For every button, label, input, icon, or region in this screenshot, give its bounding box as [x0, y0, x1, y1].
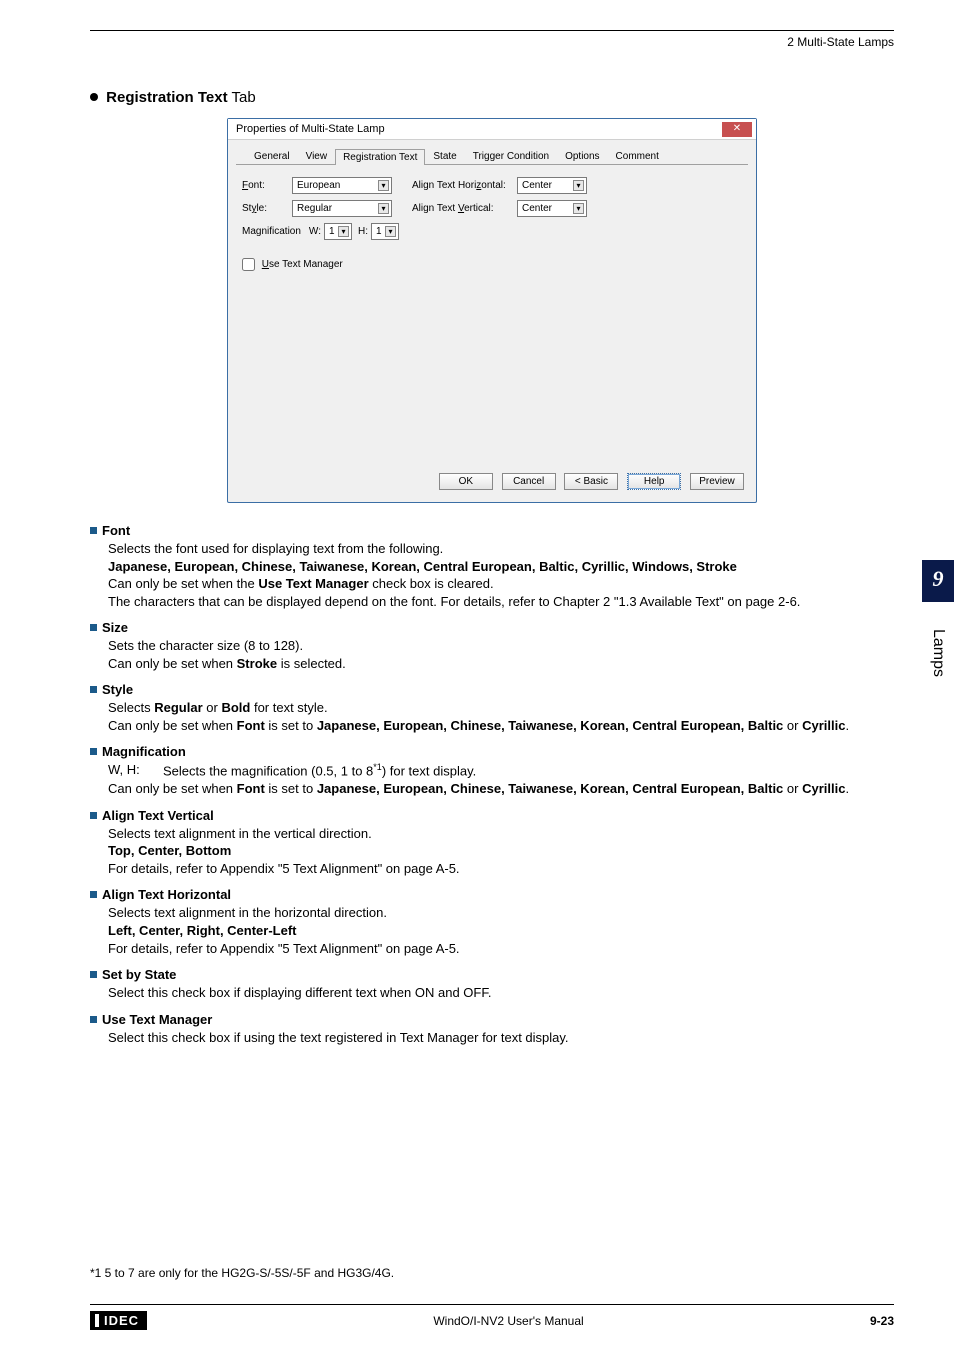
doc-size-title: Size	[102, 620, 128, 635]
align-horizontal-select[interactable]: Center▾	[517, 177, 587, 194]
manual-title: WindO/I-NV2 User's Manual	[433, 1314, 583, 1328]
doc-text: For details, refer to Appendix "5 Text A…	[108, 940, 894, 958]
mag-h-select[interactable]: 1▾	[371, 223, 399, 240]
dialog-title: Properties of Multi-State Lamp ✕	[228, 119, 756, 140]
font-label: Font:	[242, 180, 292, 191]
doc-text: Select this check box if displaying diff…	[108, 984, 894, 1002]
font-select[interactable]: European▾	[292, 177, 392, 194]
chevron-down-icon: ▾	[378, 180, 389, 191]
mag-w-label: W:	[309, 226, 321, 237]
tab-heading: Registration Text Tab	[90, 89, 894, 106]
tab-registration-text[interactable]: Registration Text	[335, 149, 425, 165]
doc-text: Left, Center, Right, Center-Left	[108, 922, 894, 940]
doc-style-title: Style	[102, 682, 133, 697]
doc-text: For details, refer to Appendix "5 Text A…	[108, 860, 894, 878]
chevron-down-icon: ▾	[573, 180, 584, 191]
tab-state[interactable]: State	[425, 148, 464, 164]
doc-text: W, H: Selects the magnification (0.5, 1 …	[108, 761, 894, 780]
mag-w-select[interactable]: 1▾	[324, 223, 352, 240]
align-vertical-select[interactable]: Center▾	[517, 200, 587, 217]
doc-font-title: Font	[102, 523, 130, 538]
doc-text: Selects Regular or Bold for text style.	[108, 699, 894, 717]
help-button[interactable]: Help	[627, 473, 681, 490]
style-select[interactable]: Regular▾	[292, 200, 392, 217]
side-tab: 9 Lamps	[922, 560, 954, 698]
tab-general[interactable]: General	[246, 148, 298, 164]
use-text-manager-label: Use Text Manager	[262, 259, 343, 270]
tab-view[interactable]: View	[298, 148, 336, 164]
properties-dialog: Properties of Multi-State Lamp ✕ General…	[227, 118, 757, 503]
doc-text: Selects the font used for displaying tex…	[108, 540, 894, 558]
style-label: Style:	[242, 203, 292, 214]
chapter-number: 9	[922, 560, 954, 602]
header-section: 2 Multi-State Lamps	[90, 35, 894, 49]
doc-mag-title: Magnification	[102, 744, 186, 759]
ok-button[interactable]: OK	[439, 473, 493, 490]
doc-text: Can only be set when Stroke is selected.	[108, 655, 894, 673]
tab-options[interactable]: Options	[557, 148, 607, 164]
tab-comment[interactable]: Comment	[608, 148, 667, 164]
doc-text: Can only be set when Font is set to Japa…	[108, 780, 894, 798]
close-icon[interactable]: ✕	[722, 122, 752, 137]
magnification-label: Magnification	[242, 226, 301, 237]
chevron-down-icon: ▾	[378, 203, 389, 214]
doc-text: Sets the character size (8 to 128).	[108, 637, 894, 655]
doc-text: Selects text alignment in the vertical d…	[108, 825, 894, 843]
chapter-name: Lamps	[929, 608, 947, 698]
use-text-manager-checkbox[interactable]	[242, 258, 255, 271]
doc-text: Japanese, European, Chinese, Taiwanese, …	[108, 558, 894, 576]
page-number: 9-23	[870, 1314, 894, 1328]
mag-h-label: H:	[358, 226, 368, 237]
doc-utm-title: Use Text Manager	[102, 1012, 212, 1027]
tab-trigger-condition[interactable]: Trigger Condition	[465, 148, 557, 164]
doc-atv-title: Align Text Vertical	[102, 808, 214, 823]
doc-sbs-title: Set by State	[102, 967, 176, 982]
doc-text: The characters that can be displayed dep…	[108, 593, 894, 611]
preview-button[interactable]: Preview	[690, 473, 744, 490]
doc-ath-title: Align Text Horizontal	[102, 887, 231, 902]
align-horizontal-label: Align Text Horizontal:	[412, 180, 517, 191]
idec-logo: IDEC	[90, 1311, 147, 1330]
basic-button[interactable]: < Basic	[564, 473, 618, 490]
cancel-button[interactable]: Cancel	[502, 473, 556, 490]
doc-text: Top, Center, Bottom	[108, 842, 894, 860]
doc-text: Selects text alignment in the horizontal…	[108, 904, 894, 922]
dialog-tabstrip: General View Registration Text State Tri…	[236, 140, 748, 165]
doc-text: Can only be set when the Use Text Manage…	[108, 575, 894, 593]
chevron-down-icon: ▾	[573, 203, 584, 214]
chevron-down-icon: ▾	[338, 226, 349, 237]
doc-text: Select this check box if using the text …	[108, 1029, 894, 1047]
footnote: *1 5 to 7 are only for the HG2G-S/-5S/-5…	[90, 1266, 394, 1280]
chevron-down-icon: ▾	[385, 226, 396, 237]
align-vertical-label: Align Text Vertical:	[412, 203, 517, 214]
doc-text: Can only be set when Font is set to Japa…	[108, 717, 894, 735]
